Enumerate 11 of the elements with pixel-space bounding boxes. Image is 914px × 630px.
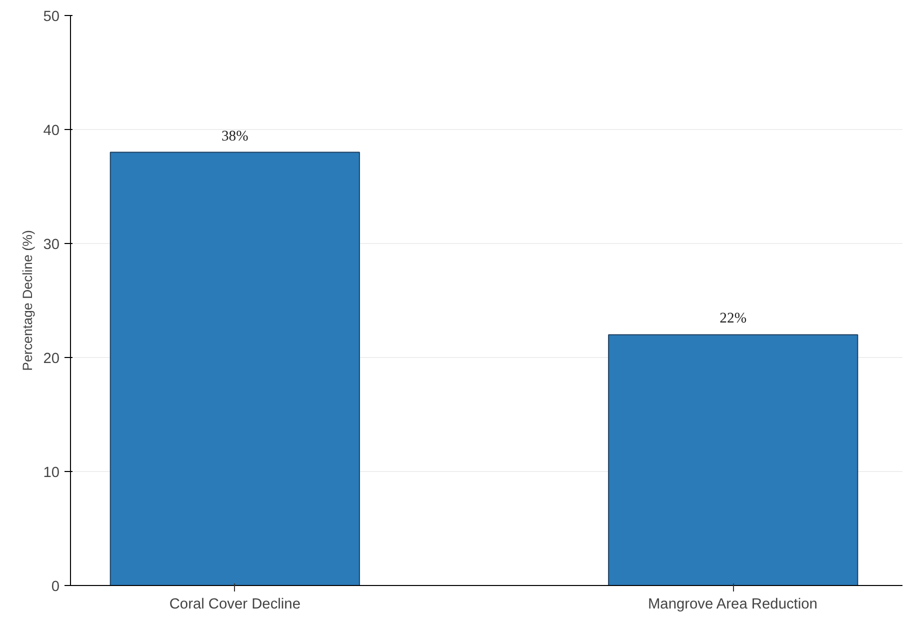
y-tick-label: 30 [43, 237, 60, 253]
data-label: 22% [720, 310, 747, 327]
x-tick-label: Mangrove Area Reduction [648, 596, 818, 612]
y-axis-title: Percentage Decline (%) [20, 230, 36, 371]
data-label: 38% [221, 128, 248, 144]
y-tick-label: 0 [51, 579, 60, 595]
y-tick-label: 50 [43, 9, 60, 25]
y-tick-label: 20 [43, 351, 60, 367]
y-tick-label: 10 [43, 465, 60, 481]
y-tick-label: 40 [43, 123, 60, 139]
x-tick-label: Coral Cover Decline [169, 596, 300, 612]
